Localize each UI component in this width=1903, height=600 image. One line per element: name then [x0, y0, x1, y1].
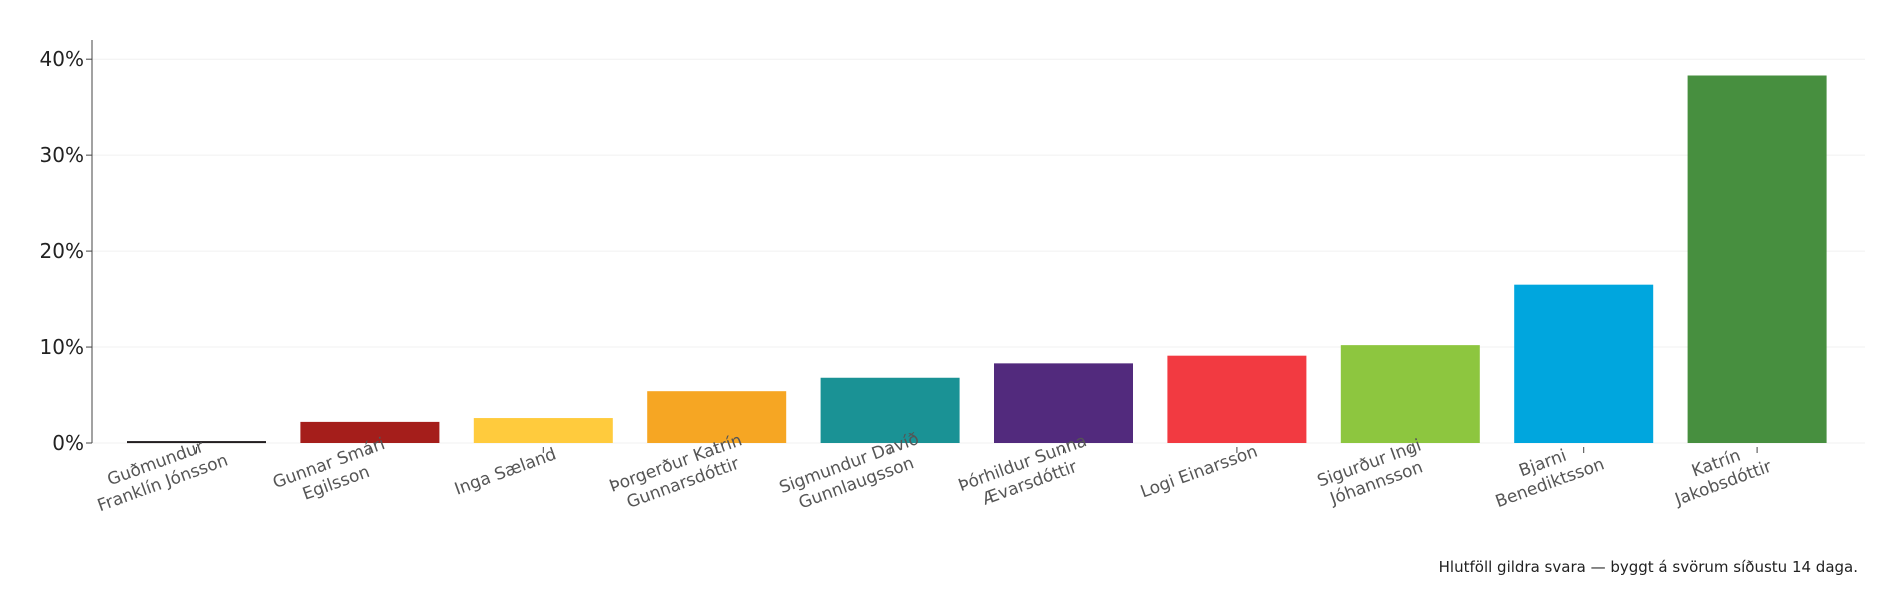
x-tick-label: GuðmundurFranklín Jónsson — [88, 431, 231, 516]
bar — [127, 441, 266, 444]
bar — [1167, 355, 1307, 443]
x-tick-label: BjarniBenediktsson — [1486, 435, 1607, 513]
bar — [994, 363, 1133, 443]
x-tick-label: Gunnar SmáriEgilsson — [270, 434, 395, 513]
x-tick-label: Þórhildur SunnaÆvarsdóttir — [956, 431, 1097, 516]
y-tick-label: 40% — [40, 47, 84, 71]
x-tick-label: Logi Einarsson — [1138, 442, 1260, 503]
bar — [647, 391, 787, 443]
bar — [1514, 284, 1654, 443]
y-tick-label: 0% — [52, 431, 84, 455]
y-tick-label: 30% — [40, 143, 84, 167]
bar — [1687, 75, 1827, 443]
y-tick-labels: 0% 10% 20% 30% 40% — [40, 47, 92, 455]
bars — [127, 75, 1827, 444]
bar — [820, 377, 960, 443]
x-tick-label-line: Inga Sæland — [452, 444, 559, 499]
x-tick-label: Inga Sæland — [452, 444, 559, 499]
x-tick-label: Sigurður IngiJóhannsson — [1315, 436, 1431, 512]
y-tick-label: 20% — [40, 239, 84, 263]
x-tick-label-line: Logi Einarsson — [1138, 442, 1260, 503]
bar — [473, 418, 613, 443]
footnote: Hlutföll gildra svara — byggt á svörum s… — [1439, 558, 1858, 576]
bar — [1340, 345, 1480, 443]
y-tick-label: 10% — [40, 335, 84, 359]
x-tick-label: KatrínJakobsdóttir — [1664, 437, 1774, 510]
bar — [300, 421, 440, 443]
